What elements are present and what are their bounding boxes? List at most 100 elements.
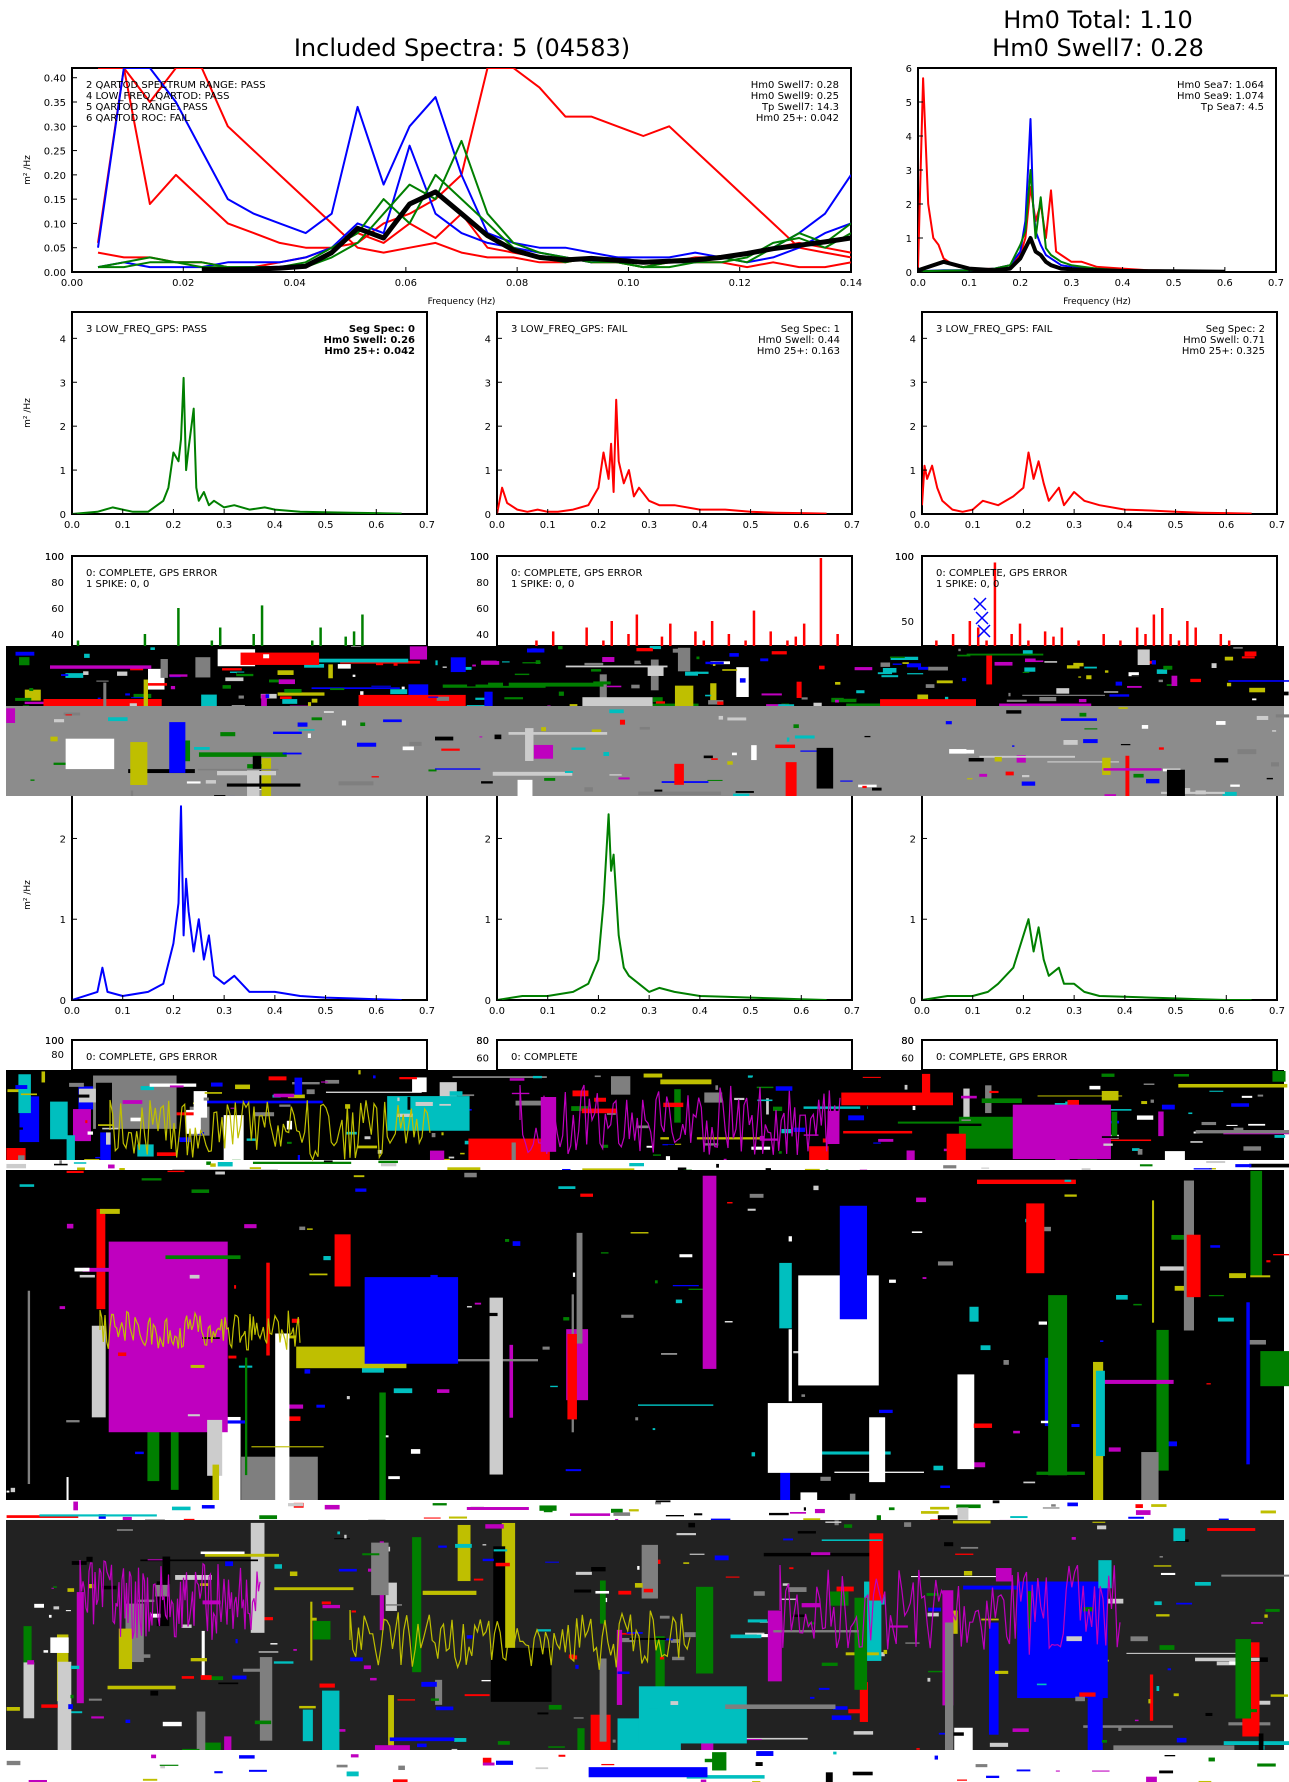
glitch-strip xyxy=(1243,1146,1262,1151)
glitch-strip xyxy=(670,1639,680,1643)
glitch-strip xyxy=(198,752,287,757)
glitch-strip xyxy=(511,1083,518,1088)
glitch-strip xyxy=(247,769,260,796)
glitch-strip xyxy=(273,731,302,734)
y-tick-label: 0.35 xyxy=(44,98,66,109)
glitch-strip xyxy=(532,1075,542,1079)
x-tick-label: 0.6 xyxy=(1217,278,1233,289)
x-tick-label: 0.2 xyxy=(1012,278,1028,289)
glitch-strip xyxy=(582,697,653,706)
glitch-strip xyxy=(150,1613,161,1618)
glitch-strip xyxy=(1044,661,1058,663)
glitch-strip xyxy=(438,1545,447,1548)
glitch-strip xyxy=(285,1335,296,1339)
glitch-strip xyxy=(1216,721,1226,725)
hm0-total-label: Hm0 Total: 1.10 xyxy=(1003,6,1193,34)
glitch-strip xyxy=(710,674,717,705)
glitch-strip xyxy=(1174,1285,1190,1291)
glitch-traces xyxy=(79,1084,1121,1670)
x-tick-label: 0.1 xyxy=(115,1006,131,1017)
annotation-right: Hm0 Swell: 0.44 xyxy=(758,335,840,346)
glitch-strip xyxy=(259,1757,268,1762)
glitch-strip xyxy=(922,1277,927,1279)
glitch-strip xyxy=(6,1490,10,1493)
glitch-strip xyxy=(1141,1101,1148,1105)
glitch-strip xyxy=(460,1152,465,1155)
glitch-strip xyxy=(101,1585,117,1590)
glitch-strip xyxy=(1006,699,1027,702)
glitch-strip xyxy=(1160,1572,1176,1575)
y-tick-label: 2 xyxy=(60,422,66,433)
glitch-strip xyxy=(1012,745,1015,747)
glitch-strip xyxy=(767,1610,782,1682)
annotation-right: Tp Sea7: 4.5 xyxy=(1200,102,1264,113)
glitch-strip xyxy=(686,1775,765,1779)
y-tick-label: 0.15 xyxy=(44,195,66,206)
glitch-strip xyxy=(1272,730,1277,732)
glitch-strip xyxy=(1101,1090,1119,1101)
glitch-strip xyxy=(1266,1394,1274,1399)
glitch-strip xyxy=(952,1520,991,1524)
glitch-strip xyxy=(897,1148,913,1160)
glitch-strip xyxy=(775,1086,793,1091)
glitch-band xyxy=(6,706,1289,796)
glitch-strip xyxy=(591,1567,606,1572)
glitch-strip xyxy=(962,677,967,682)
glitch-strip xyxy=(464,1694,490,1697)
glitch-strip xyxy=(936,680,953,684)
x-tick-label: 0.12 xyxy=(729,278,751,289)
glitch-strip xyxy=(1149,1674,1154,1721)
glitch-strip xyxy=(125,693,130,696)
glitch-strip xyxy=(654,1280,658,1284)
glitch-strip xyxy=(1022,650,1033,655)
annotation-left: 5 QARTOD RANGE: PASS xyxy=(86,102,208,113)
glitch-strip xyxy=(205,780,216,784)
glitch-strip xyxy=(504,697,524,700)
glitch-strip xyxy=(59,1160,62,1165)
y-tick-label: 2 xyxy=(485,422,491,433)
glitch-strip xyxy=(943,1148,948,1152)
glitch-strip xyxy=(356,1380,367,1382)
glitch-strip xyxy=(662,1144,675,1146)
glitch-strip xyxy=(1109,694,1130,697)
glitch-strip xyxy=(1153,1565,1172,1567)
glitch-strip xyxy=(1127,1497,1137,1500)
glitch-strip xyxy=(1059,1767,1093,1782)
glitch-strip xyxy=(1139,1164,1153,1167)
glitch-strip xyxy=(169,722,186,773)
glitch-strip xyxy=(980,1345,991,1351)
glitch-strip xyxy=(766,1098,769,1115)
glitch-strip xyxy=(937,1515,958,1520)
glitch-strip xyxy=(481,1679,495,1682)
glitch-strip xyxy=(588,1767,708,1778)
glitch-strip xyxy=(677,1167,687,1170)
x-tick-label: 0.3 xyxy=(216,520,232,531)
y-tick-label: 60 xyxy=(476,604,489,615)
glitch-strip xyxy=(95,1156,101,1159)
glitch-strip xyxy=(1012,1104,1111,1160)
y-tick-label: 100 xyxy=(45,1036,64,1047)
glitch-strip xyxy=(773,1106,783,1112)
glitch-strip xyxy=(1009,1430,1020,1434)
x-tick-label: 0.3 xyxy=(641,1006,657,1017)
glitch-strip xyxy=(735,791,754,793)
glitch-fill xyxy=(6,706,1284,796)
glitch-strip xyxy=(712,1752,727,1771)
glitch-strip xyxy=(84,1159,100,1160)
glitch-strip xyxy=(141,1178,162,1181)
glitch-strip xyxy=(872,787,882,791)
glitch-strip xyxy=(490,1647,552,1702)
glitch-strip xyxy=(786,737,790,742)
x-tick-label: 0.08 xyxy=(506,278,528,289)
glitch-strip xyxy=(1158,747,1164,750)
glitch-strip xyxy=(600,1252,609,1254)
glitch-strip xyxy=(28,1779,47,1782)
glitch-strip xyxy=(1229,1273,1246,1279)
glitch-band xyxy=(6,1160,1289,1170)
glitch-strip xyxy=(1104,794,1117,796)
glitch-strip xyxy=(1233,647,1243,649)
glitch-strip xyxy=(214,795,226,796)
glitch-strip xyxy=(573,1717,584,1719)
glitch-strip xyxy=(1081,1168,1091,1170)
glitch-strip xyxy=(716,1163,719,1168)
